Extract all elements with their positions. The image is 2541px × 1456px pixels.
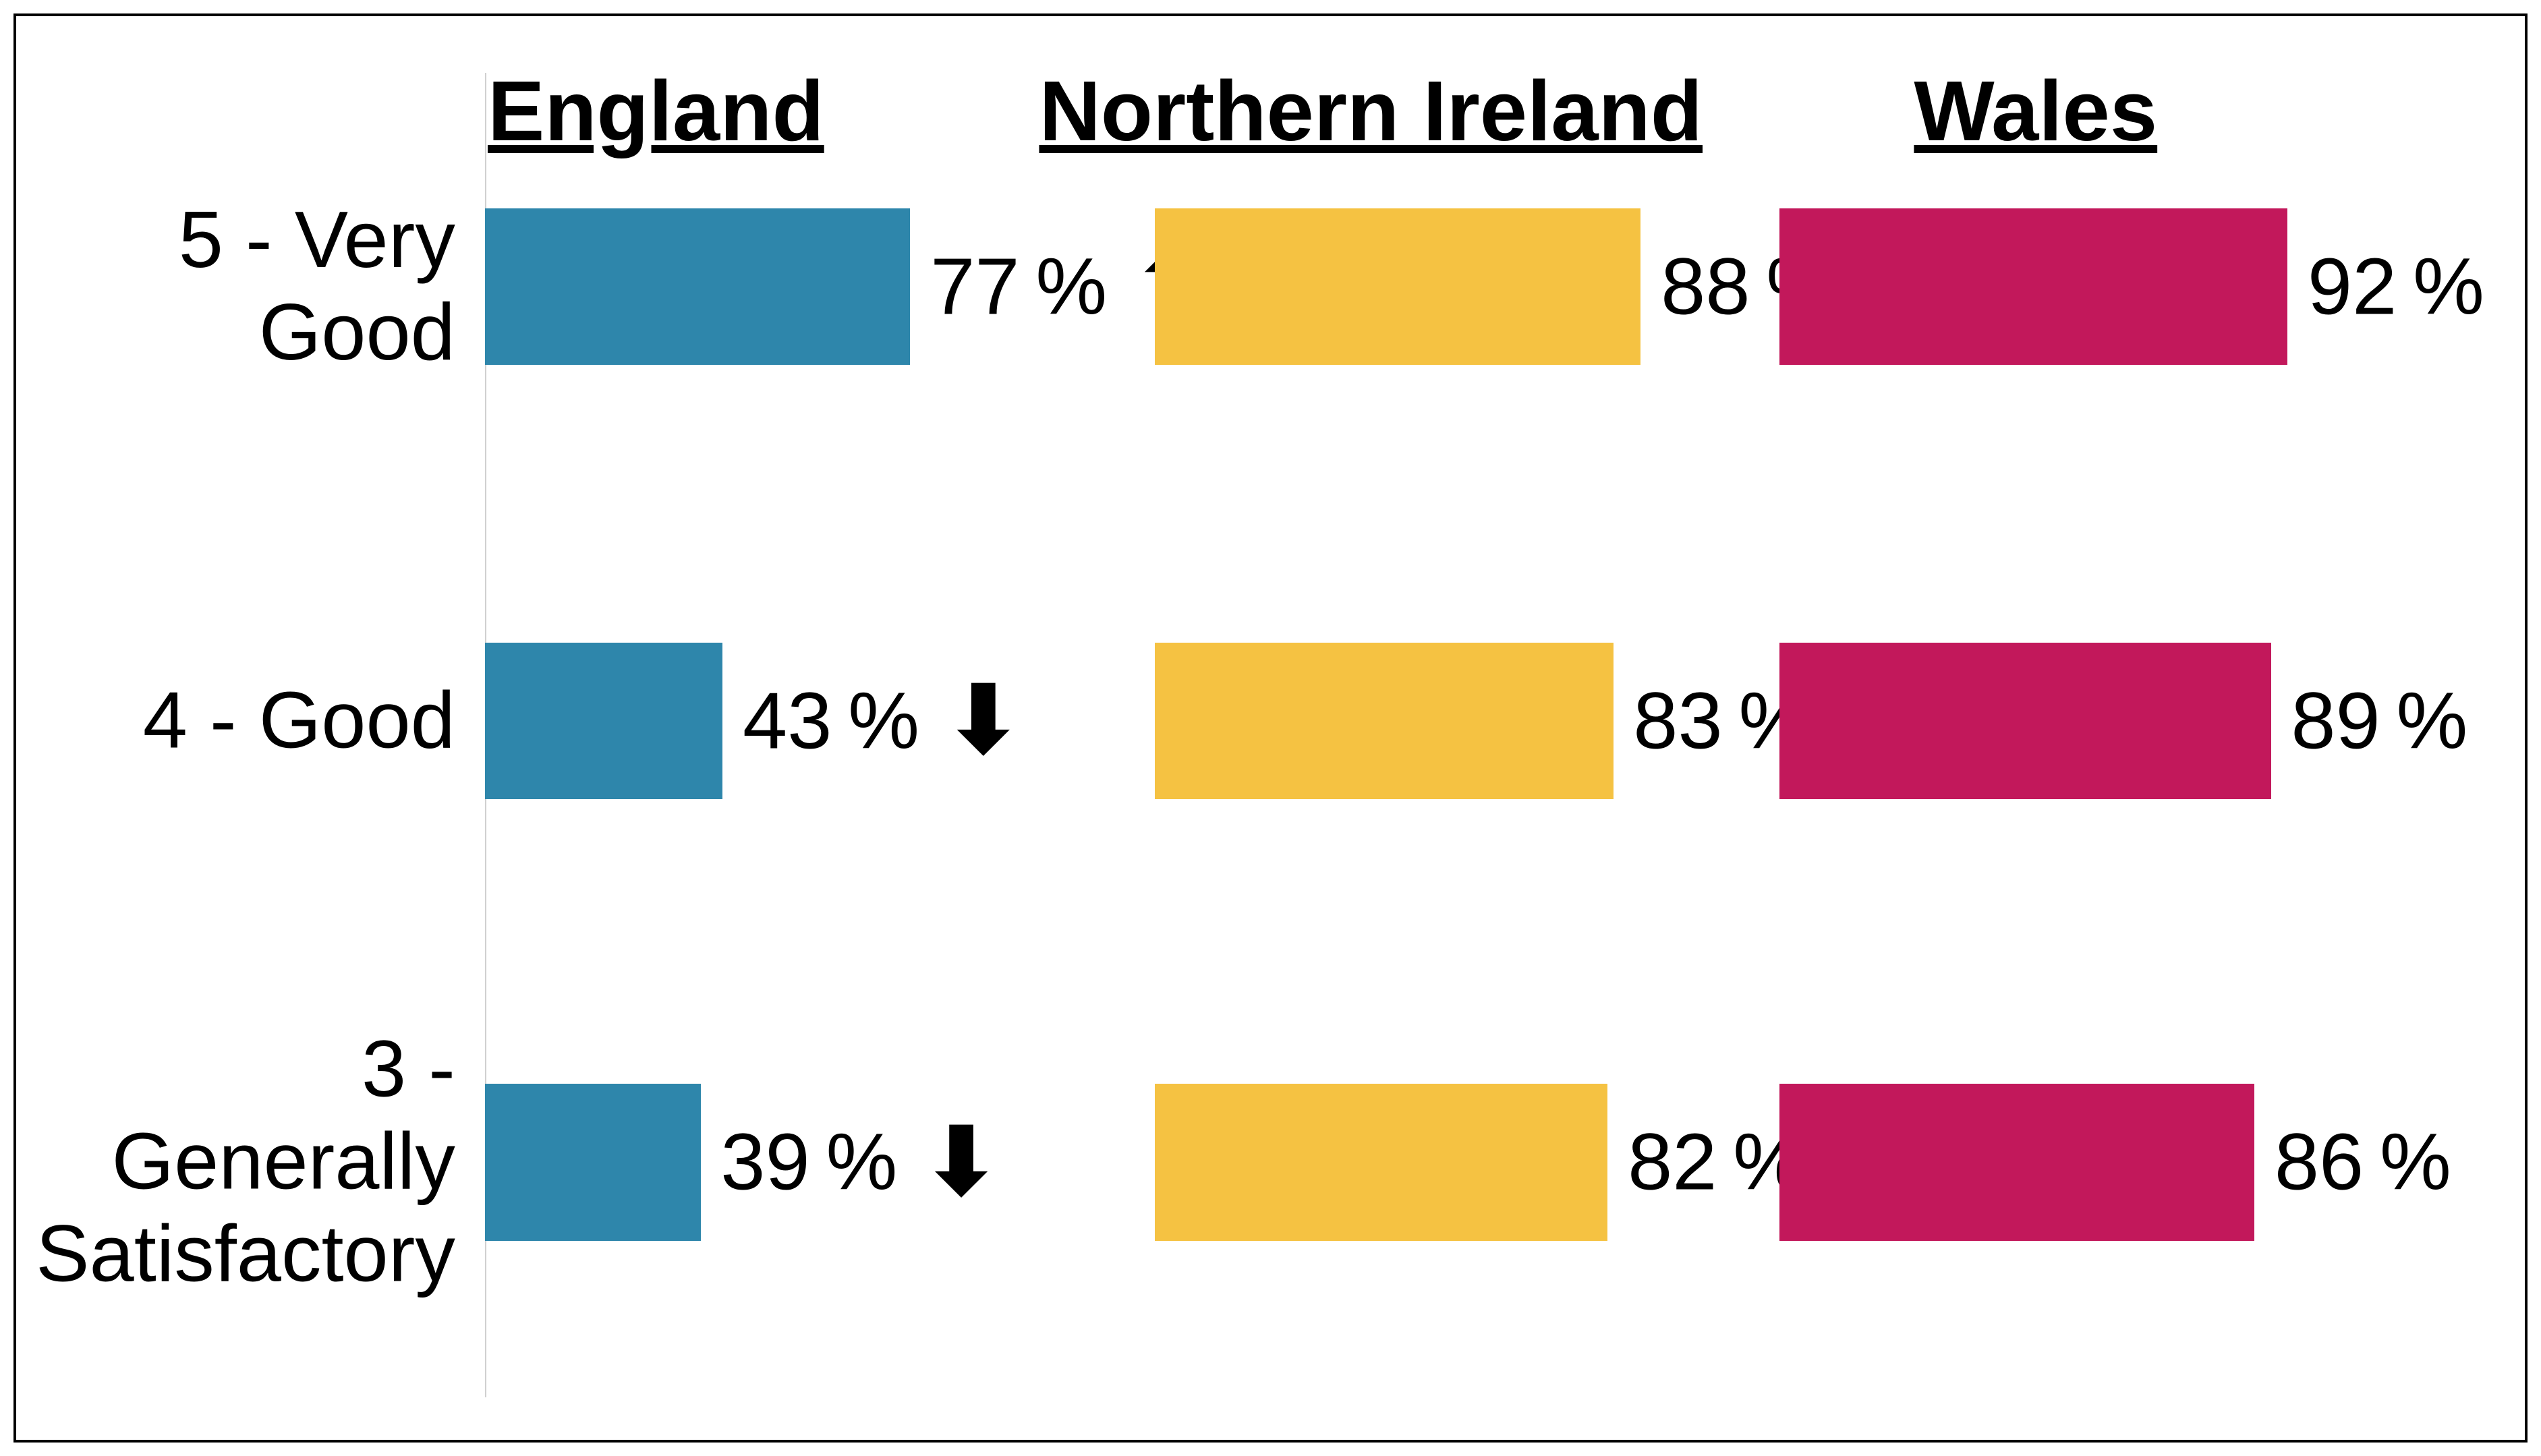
value-text: 77: [930, 241, 1019, 333]
bar-england-r4: [485, 643, 722, 799]
value-text: 86: [2275, 1116, 2364, 1209]
bar-ni-r3: [1155, 1084, 1607, 1240]
percent-sign: %: [848, 675, 919, 767]
column-header-ni: Northern Ireland: [1039, 62, 1703, 160]
value-text: 89: [2291, 675, 2380, 767]
value-text: 83: [1633, 675, 1722, 767]
row-label-r5: 5 - Very Good: [16, 194, 455, 379]
percent-sign: %: [2380, 1116, 2451, 1209]
chart-plot-area: England Northern Ireland Wales 5 - Very Goo…: [16, 16, 2525, 1440]
value-label-ni-r3: 82%: [1628, 1116, 1804, 1209]
bar-wales-r4: [1779, 643, 2271, 799]
bar-england-r5: [485, 208, 910, 365]
value-text: 92: [2308, 241, 2397, 333]
value-text: 39: [720, 1116, 809, 1209]
column-header-england: England: [488, 62, 824, 160]
value-label-wales-r3: 86%: [2275, 1116, 2451, 1209]
row-label-r3: 3 - GenerallySatisfactory: [16, 1024, 455, 1301]
value-text: 43: [743, 675, 832, 767]
percent-sign: %: [826, 1116, 897, 1209]
value-label-wales-r5: 92%: [2308, 241, 2484, 333]
value-label-england-r3: 39% ⬇: [720, 1116, 1000, 1209]
row-label-r4: 4 - Good: [143, 675, 455, 767]
arrow-down-icon: ⬇: [923, 1116, 1000, 1209]
value-label-wales-r4: 89%: [2291, 675, 2467, 767]
percent-sign: %: [2413, 241, 2484, 333]
percent-sign: %: [1035, 241, 1107, 333]
percent-sign: %: [2397, 675, 2468, 767]
value-text: 82: [1628, 1116, 1717, 1209]
value-text: 88: [1661, 241, 1750, 333]
arrow-down-icon: ⬇: [944, 675, 1022, 767]
bar-ni-r5: [1155, 208, 1640, 365]
value-label-england-r4: 43% ⬇: [743, 675, 1022, 767]
bar-wales-r5: [1779, 208, 2287, 365]
bar-wales-r3: [1779, 1084, 2254, 1240]
column-header-wales: Wales: [1914, 62, 2157, 160]
bar-england-r3: [485, 1084, 700, 1240]
bar-ni-r4: [1155, 643, 1613, 799]
chart-frame: England Northern Ireland Wales 5 - Very Goo…: [13, 13, 2528, 1443]
